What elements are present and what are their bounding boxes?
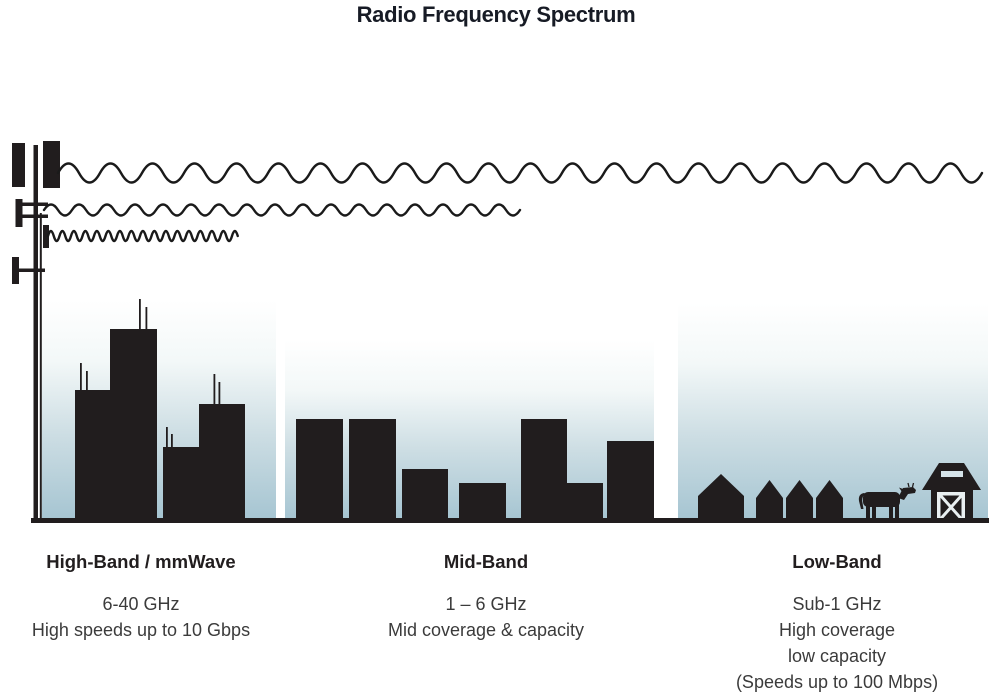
skyscraper [110, 329, 157, 519]
low-band-label-block: Low-Band Sub-1 GHz High coverage low cap… [687, 550, 987, 695]
rooftop-antenna [86, 371, 88, 390]
high-band-label-block: High-Band / mmWave 6-40 GHz High speeds … [1, 550, 281, 643]
coverage-panels [42, 300, 988, 519]
rooftop-antenna [213, 374, 216, 404]
low-band-description: Sub-1 GHz High coverage low capacity (Sp… [687, 591, 987, 695]
cell-tower-part [12, 257, 19, 284]
mid-band-description: 1 – 6 GHz Mid coverage & capacity [336, 591, 636, 643]
mid-rise-building [296, 419, 343, 519]
low-frequency-wave [56, 162, 984, 184]
barn-icon [922, 463, 981, 520]
high-band-description: 6-40 GHz High speeds up to 10 Gbps [1, 591, 281, 643]
mid-rise-building [402, 469, 448, 519]
mid-rise-building [521, 419, 567, 519]
cell-tower-part [33, 145, 38, 521]
cell-tower-part [19, 268, 45, 272]
mid-band-header: Mid-Band [443, 551, 529, 572]
high-band-city-scene [75, 299, 245, 519]
low-band-frequency: Sub-1 GHz [792, 594, 882, 614]
rooftop-antenna [166, 427, 168, 447]
mid-rise-building [607, 441, 654, 519]
mid-rise-building [349, 419, 396, 519]
low-band-rural-scene [698, 463, 981, 520]
page-title: Radio Frequency Spectrum [356, 2, 636, 27]
high-frequency-wave [46, 229, 239, 243]
high-band-frequency: 6-40 GHz [102, 594, 180, 614]
mid-rise-building [459, 483, 506, 519]
cow-icon [858, 482, 916, 519]
cell-tower-part [22, 202, 48, 206]
skyscraper [75, 390, 110, 519]
house-icon [756, 480, 783, 519]
rooftop-antenna [218, 382, 221, 404]
cell-tower-part [43, 141, 60, 188]
skyscraper [199, 404, 245, 519]
cell-tower-part [15, 199, 23, 227]
mid-rise-building [567, 483, 603, 519]
house-icon [816, 480, 843, 519]
cell-tower-part [22, 214, 48, 218]
rooftop-antenna [171, 434, 173, 447]
rooftop-antenna [145, 307, 148, 329]
skyscraper [163, 447, 199, 519]
barn-hayloft-vent [941, 471, 963, 477]
house-icon [698, 474, 744, 519]
cell-tower-part [39, 213, 42, 519]
mid-band-buildings-scene [296, 419, 654, 519]
mid-frequency-wave [42, 203, 522, 217]
rooftop-antenna [139, 299, 141, 329]
mid-band-frequency: 1 – 6 GHz [445, 594, 527, 614]
low-band-header: Low-Band [792, 551, 882, 572]
cell-tower-part [43, 225, 49, 248]
low-band-coverage: High coverage [778, 620, 896, 640]
mid-band-label-block: Mid-Band 1 – 6 GHz Mid coverage & capaci… [336, 550, 636, 643]
radio-waves [42, 162, 984, 243]
house-icon [786, 480, 813, 519]
ground-line [31, 518, 989, 523]
cell-tower-icon [12, 141, 60, 521]
high-band-header: High-Band / mmWave [46, 551, 236, 572]
low-band-speed: (Speeds up to 100 Mbps) [735, 672, 939, 692]
mid-band-coverage: Mid coverage & capacity [387, 620, 585, 640]
low-band-capacity: low capacity [787, 646, 887, 666]
high-band-speed: High speeds up to 10 Gbps [31, 620, 251, 640]
rooftop-antenna [80, 363, 82, 390]
cell-tower-part [12, 143, 25, 187]
